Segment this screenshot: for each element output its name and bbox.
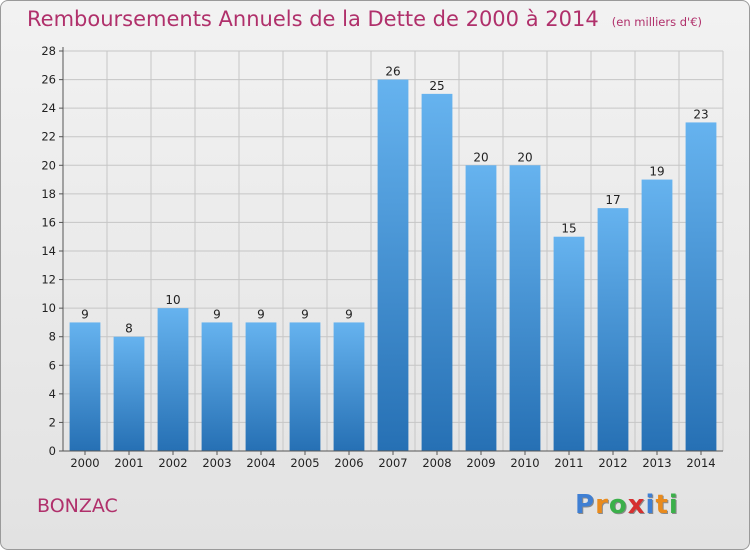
proxiti-logo[interactable]: Proxiti <box>575 490 679 520</box>
bar <box>289 322 321 451</box>
bar <box>421 93 453 451</box>
x-tick-label: 2012 <box>598 456 627 470</box>
y-tick-label: 14 <box>41 244 56 258</box>
data-label: 9 <box>81 307 89 321</box>
data-label: 19 <box>649 165 664 179</box>
logo-letter: t <box>655 490 669 520</box>
x-tick-label: 2011 <box>554 456 583 470</box>
x-tick-label: 2010 <box>510 456 539 470</box>
data-label: 9 <box>257 307 265 321</box>
x-tick-label: 2014 <box>686 456 715 470</box>
bar <box>201 322 233 451</box>
y-tick-label: 24 <box>41 101 56 115</box>
bar <box>69 322 101 451</box>
data-label: 9 <box>213 307 221 321</box>
y-tick-label: 26 <box>41 73 56 87</box>
bar <box>465 165 497 452</box>
y-tick-label: 28 <box>41 44 56 58</box>
y-tick-label: 8 <box>49 330 56 344</box>
logo-letter: i <box>668 490 679 520</box>
x-tick-label: 2009 <box>466 456 495 470</box>
y-tick-label: 2 <box>49 415 56 429</box>
town-name: BONZAC <box>37 495 118 517</box>
data-label: 8 <box>125 322 133 336</box>
y-tick-label: 18 <box>41 187 56 201</box>
data-label: 20 <box>517 150 532 164</box>
chart-unit: (en milliers d'€) <box>611 15 702 29</box>
x-tick-label: 2003 <box>202 456 231 470</box>
data-label: 17 <box>605 193 620 207</box>
chart-title: Remboursements Annuels de la Dette de 20… <box>27 7 599 31</box>
logo-letter: P <box>575 490 596 520</box>
data-label: 26 <box>385 65 400 79</box>
logo-letter: i <box>645 490 656 520</box>
x-tick-label: 2004 <box>246 456 275 470</box>
x-tick-label: 2013 <box>642 456 671 470</box>
y-tick-label: 20 <box>41 158 56 172</box>
y-tick-label: 16 <box>41 215 56 229</box>
data-label: 9 <box>345 307 353 321</box>
data-label: 25 <box>429 79 444 93</box>
bar <box>685 122 717 451</box>
x-tick-label: 2006 <box>334 456 363 470</box>
bars <box>69 79 717 452</box>
x-tick-label: 2005 <box>290 456 319 470</box>
chart-title-block: Remboursements Annuels de la Dette de 20… <box>27 7 702 31</box>
bar <box>597 208 629 451</box>
bar <box>157 308 189 451</box>
y-tick-label: 6 <box>49 358 56 372</box>
y-tick-label: 12 <box>41 273 56 287</box>
data-label: 9 <box>301 307 309 321</box>
y-tick-label: 22 <box>41 130 56 144</box>
data-label: 20 <box>473 150 488 164</box>
bar <box>509 165 541 452</box>
y-tick-label: 10 <box>41 301 56 315</box>
x-tick-label: 2002 <box>158 456 187 470</box>
data-label: 23 <box>693 107 708 121</box>
bar <box>641 179 673 452</box>
x-tick-label: 2008 <box>422 456 451 470</box>
bar <box>553 236 585 451</box>
y-tick-label: 0 <box>49 444 56 458</box>
bar <box>333 322 365 451</box>
bar <box>377 79 409 452</box>
x-tick-label: 2001 <box>114 456 143 470</box>
x-tick-label: 2007 <box>378 456 407 470</box>
logo-letter: r <box>595 490 609 520</box>
y-tick-label: 4 <box>49 387 56 401</box>
axes <box>59 47 723 455</box>
bar <box>245 322 277 451</box>
labels: 0246810121416182022242628920008200110200… <box>41 44 715 470</box>
logo-letter: x <box>627 490 646 520</box>
data-label: 10 <box>165 293 180 307</box>
x-tick-label: 2000 <box>70 456 99 470</box>
data-label: 15 <box>561 222 576 236</box>
bar <box>113 336 145 451</box>
logo-letter: o <box>608 490 628 520</box>
